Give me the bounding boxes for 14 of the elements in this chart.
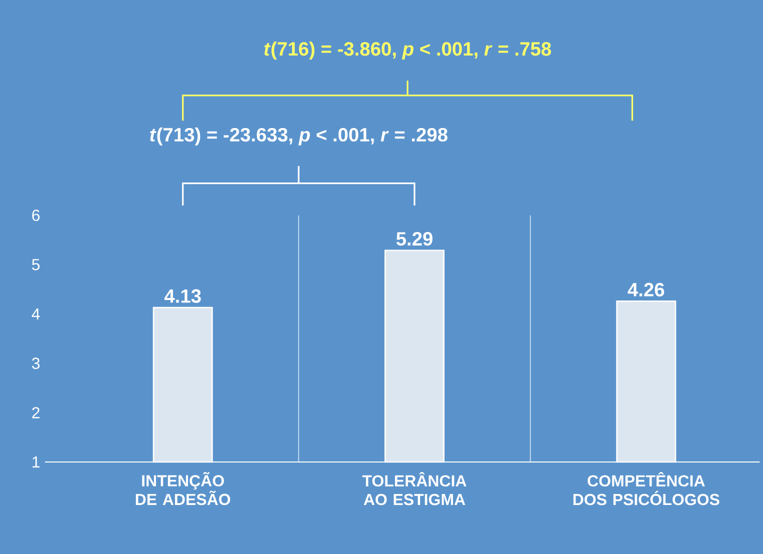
x-tick-label: COMPETÊNCIA DOS PSICÓLOGOS <box>573 472 720 506</box>
x-tick-label: TOLERÂNCIA AO ESTIGMA <box>362 472 466 506</box>
x-tick-label: INTENÇÃO DE ADESÃO <box>136 472 230 506</box>
y-tick-label: 1 <box>32 456 40 468</box>
data-label: 5.29 <box>396 232 432 246</box>
data-label: 4.13 <box>164 289 201 303</box>
y-tick-label: 5 <box>32 259 40 270</box>
y-tick-label: 6 <box>32 210 40 221</box>
y-tick-label: 4 <box>32 308 40 320</box>
text: t(716) = -3.860, p < .001, r = .758 <box>264 42 551 60</box>
y-tick-label: 2 <box>32 407 40 418</box>
y-tick-label: 3 <box>32 358 40 369</box>
text: t(713) = -23.633, p < .001, r = .298 <box>150 127 448 146</box>
data-label: 4.26 <box>628 282 664 296</box>
